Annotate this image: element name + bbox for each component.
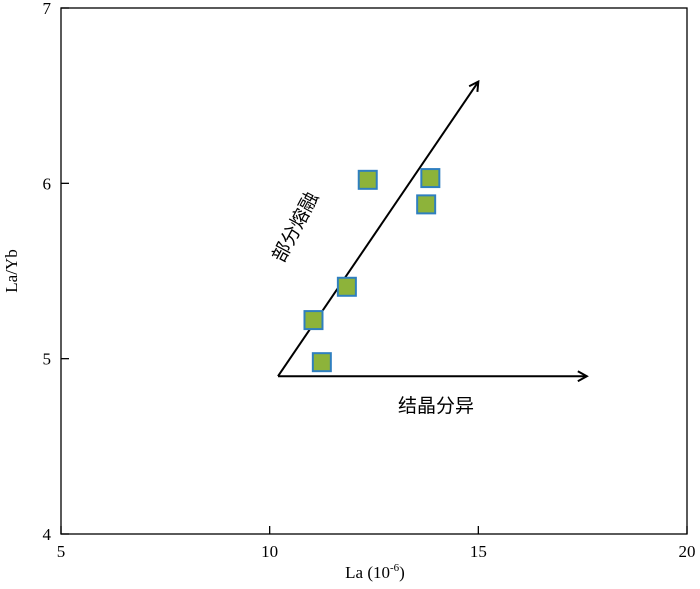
x-tick-label: 20 — [679, 542, 696, 561]
y-tick-label: 6 — [43, 174, 52, 193]
y-tick-label: 4 — [43, 525, 52, 544]
data-points — [303, 168, 441, 373]
x-axis-title-main: La (10 — [345, 563, 390, 582]
x-axis-title-sup: -6 — [390, 562, 400, 574]
annotation-fractional-crystallization: 结晶分异 — [398, 395, 474, 417]
x-tick-label: 10 — [261, 542, 278, 561]
x-axis-ticks: 5 10 15 20 — [57, 526, 696, 561]
data-point — [311, 352, 332, 373]
data-point — [357, 169, 378, 190]
y-tick-label: 5 — [43, 350, 52, 369]
y-axis-ticks: 4 5 6 7 — [43, 0, 69, 544]
annotation-partial-melting: 部分熔融 — [268, 188, 323, 265]
x-axis-title: La (10-6) — [345, 562, 405, 582]
x-tick-label: 5 — [57, 542, 66, 561]
y-axis-title: La/Yb — [2, 249, 21, 292]
data-point — [336, 276, 357, 297]
y-tick-label: 7 — [43, 0, 52, 18]
partial-melting-arrow — [277, 82, 478, 377]
data-point — [420, 168, 441, 189]
x-axis-title-close: ) — [399, 563, 405, 582]
x-tick-label: 15 — [470, 542, 487, 561]
data-point — [303, 310, 324, 331]
plot-frame — [60, 7, 688, 535]
trend-arrows — [277, 82, 587, 377]
data-point — [416, 194, 437, 215]
